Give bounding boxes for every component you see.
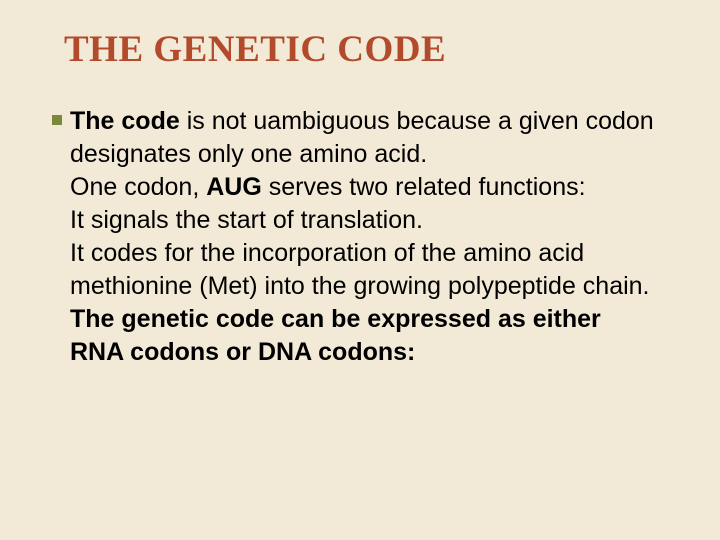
paragraph-text: The genetic code can be expressed as eit… (70, 303, 672, 336)
text-run: The code (70, 107, 180, 135)
slide: THE GENETIC CODE The code is not uambigu… (0, 0, 720, 540)
text-run: serves two related functions: (262, 173, 586, 201)
body-paragraph: The genetic code can be expressed as eit… (52, 303, 672, 336)
text-run: The genetic code can be expressed as eit… (70, 305, 601, 333)
text-run: It codes for the incorporation of the am… (70, 239, 650, 300)
paragraph-text: RNA codons or DNA codons: (70, 336, 672, 369)
text-run: It signals the start of translation. (70, 206, 423, 234)
text-run: AUG (206, 173, 262, 201)
body-paragraph: It signals the start of translation. (52, 204, 672, 237)
text-run: RNA codons or DNA codons: (70, 338, 415, 366)
paragraph-text: One codon, AUG serves two related functi… (70, 171, 672, 204)
body-paragraph: The code is not uambiguous because a giv… (52, 105, 672, 171)
paragraph-text: It codes for the incorporation of the am… (70, 237, 672, 303)
body-paragraph: One codon, AUG serves two related functi… (52, 171, 672, 204)
paragraph-text: The code is not uambiguous because a giv… (70, 105, 672, 171)
square-bullet-icon (52, 115, 62, 125)
slide-body: The code is not uambiguous because a giv… (52, 105, 672, 369)
paragraph-text: It signals the start of translation. (70, 204, 672, 237)
slide-title: THE GENETIC CODE (64, 28, 672, 71)
body-paragraph: It codes for the incorporation of the am… (52, 237, 672, 303)
text-run: One codon, (70, 173, 206, 201)
body-paragraph: RNA codons or DNA codons: (52, 336, 672, 369)
